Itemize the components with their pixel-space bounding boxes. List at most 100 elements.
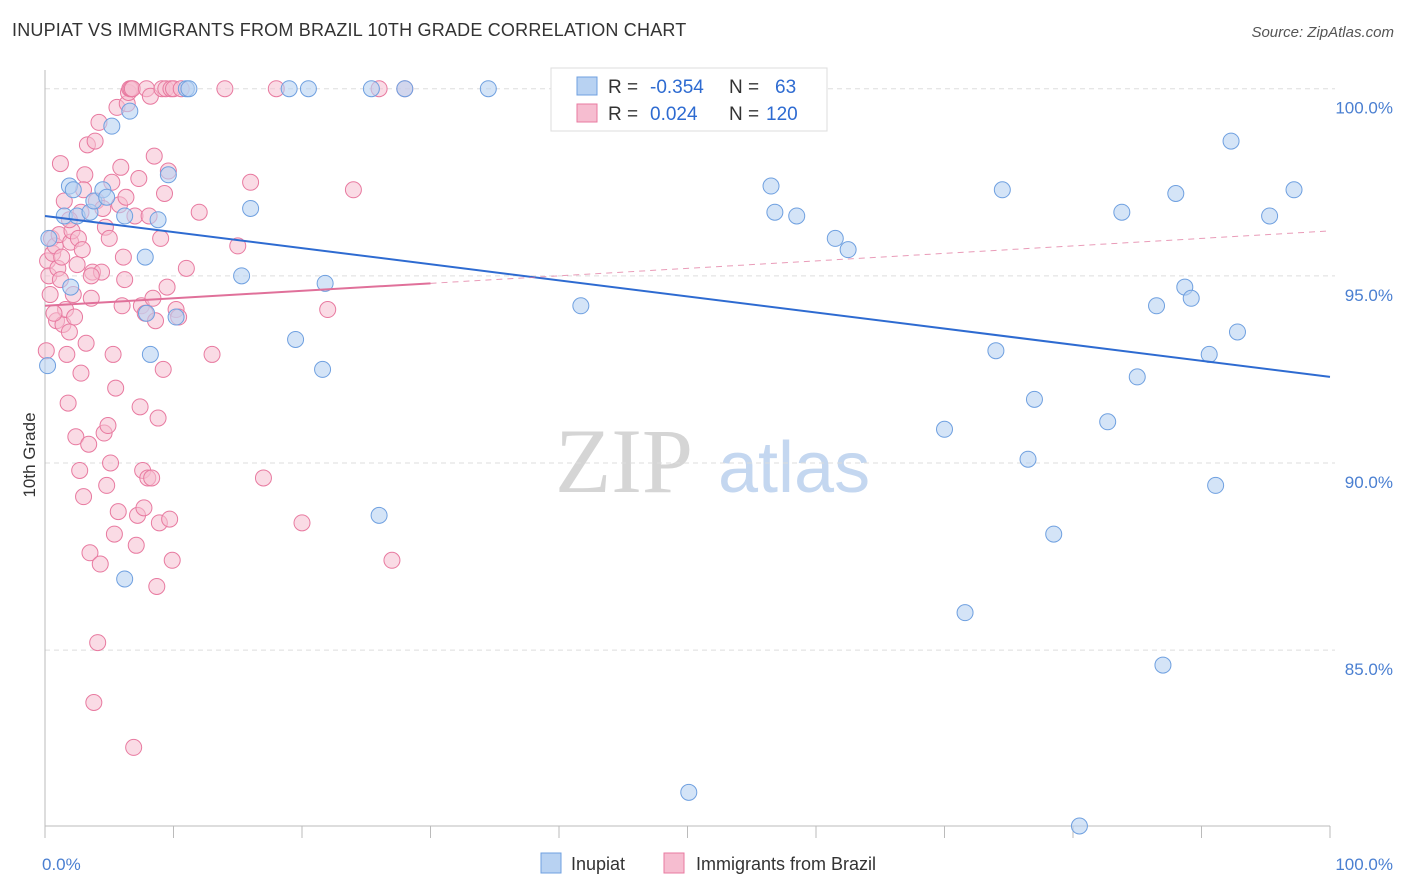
data-point-brazil	[80, 435, 98, 453]
watermark-atlas: atlas	[718, 428, 870, 508]
axes	[44, 70, 1331, 838]
data-point-brazil	[75, 488, 93, 506]
data-point-inupiat	[316, 274, 334, 292]
data-point-brazil	[242, 173, 260, 191]
data-point-brazil	[59, 394, 77, 412]
data-point-brazil	[85, 693, 103, 711]
data-point-inupiat	[1261, 207, 1279, 225]
data-point-inupiat	[138, 304, 156, 322]
data-point-brazil	[114, 248, 132, 266]
data-point-brazil	[102, 454, 120, 472]
data-point-inupiat	[762, 177, 780, 195]
legend-swatch-brazil	[576, 103, 598, 123]
data-point-brazil	[41, 286, 59, 304]
data-point-inupiat	[1128, 368, 1146, 386]
bottom-legend-swatch-inupiat	[540, 852, 562, 874]
data-point-brazil	[116, 271, 134, 289]
data-point-brazil	[45, 304, 63, 322]
data-point-inupiat	[1182, 289, 1200, 307]
data-point-brazil	[109, 503, 127, 521]
data-point-brazil	[149, 409, 167, 427]
data-point-inupiat	[936, 420, 953, 438]
data-point-brazil	[105, 525, 123, 543]
data-point-inupiat	[788, 207, 806, 225]
data-point-inupiat	[103, 117, 121, 135]
legend: R = -0.354 N = 63 R = 0.024 N = 120	[550, 67, 828, 132]
data-point-inupiat	[839, 241, 857, 259]
y-axis-label: 10th Grade	[20, 412, 39, 497]
data-point-inupiat	[121, 102, 139, 120]
data-point-inupiat	[141, 345, 159, 363]
x-tick-label: 100.0%	[1335, 855, 1393, 874]
trendline-inupiat	[44, 214, 1331, 378]
data-point-brazil	[319, 301, 337, 319]
legend-n-brazil: 120	[766, 104, 798, 125]
data-point-inupiat	[64, 181, 82, 199]
trendline-brazil	[430, 230, 1331, 284]
data-point-brazil	[254, 469, 272, 487]
y-tick-label: 100.0%	[1335, 99, 1393, 118]
data-point-brazil	[158, 278, 176, 296]
data-point-inupiat	[1045, 525, 1063, 543]
data-point-brazil	[76, 166, 94, 184]
data-point-brazil	[135, 499, 153, 517]
data-point-brazil	[89, 634, 107, 652]
data-point-inupiat	[299, 80, 317, 98]
data-point-brazil	[344, 181, 362, 199]
trendlines	[44, 214, 1331, 378]
watermark-zip: ZIP	[555, 410, 693, 512]
x-tick-label: 0.0%	[42, 855, 81, 874]
data-point-brazil	[148, 577, 166, 595]
data-point-inupiat	[987, 342, 1005, 360]
data-point-inupiat	[479, 80, 497, 98]
data-point-brazil	[72, 364, 90, 382]
legend-n-label-brazil: N =	[729, 104, 759, 125]
data-point-inupiat	[233, 267, 251, 285]
gridlines	[45, 88, 1335, 651]
data-point-inupiat	[280, 80, 298, 98]
bottom-legend-brazil: Immigrants from Brazil	[696, 854, 876, 874]
legend-n-label-inupiat: N =	[729, 77, 759, 98]
y-tick-label: 95.0%	[1345, 286, 1393, 305]
data-point-brazil	[77, 334, 95, 352]
data-point-inupiat	[1070, 817, 1088, 835]
legend-r-label-brazil: R =	[608, 104, 638, 125]
data-point-brazil	[229, 237, 247, 255]
data-point-brazil	[98, 476, 116, 494]
data-point-inupiat	[993, 181, 1011, 199]
data-point-brazil	[190, 203, 208, 221]
data-point-inupiat	[149, 211, 167, 229]
data-point-inupiat	[1228, 323, 1246, 341]
data-point-inupiat	[680, 783, 698, 801]
data-point-inupiat	[159, 166, 177, 184]
data-point-inupiat	[180, 80, 198, 98]
data-point-brazil	[91, 555, 109, 573]
data-point-brazil	[130, 170, 148, 188]
data-point-brazil	[104, 345, 122, 363]
data-point-inupiat	[1019, 450, 1037, 468]
data-point-inupiat	[116, 570, 134, 588]
data-point-brazil	[58, 345, 76, 363]
y-tick-label: 85.0%	[1345, 660, 1393, 679]
data-point-inupiat	[826, 229, 844, 247]
data-point-brazil	[67, 428, 85, 446]
data-point-brazil	[82, 267, 100, 285]
legend-n-inupiat: 63	[775, 77, 796, 98]
data-point-brazil	[216, 80, 234, 98]
data-point-inupiat	[1154, 656, 1172, 674]
y-tick-label: 90.0%	[1345, 473, 1393, 492]
data-point-brazil	[383, 551, 401, 569]
data-point-brazil	[161, 510, 179, 528]
data-point-brazil	[163, 551, 181, 569]
data-point-brazil	[123, 80, 141, 98]
bottom-legend-swatch-brazil	[663, 852, 685, 874]
data-point-inupiat	[1285, 181, 1303, 199]
data-point-inupiat	[39, 357, 57, 375]
data-point-brazil	[125, 738, 143, 756]
data-point-inupiat	[314, 360, 332, 378]
data-point-inupiat	[1222, 132, 1240, 150]
data-point-brazil	[127, 536, 145, 554]
data-point-brazil	[107, 379, 125, 397]
data-point-inupiat	[287, 330, 305, 348]
